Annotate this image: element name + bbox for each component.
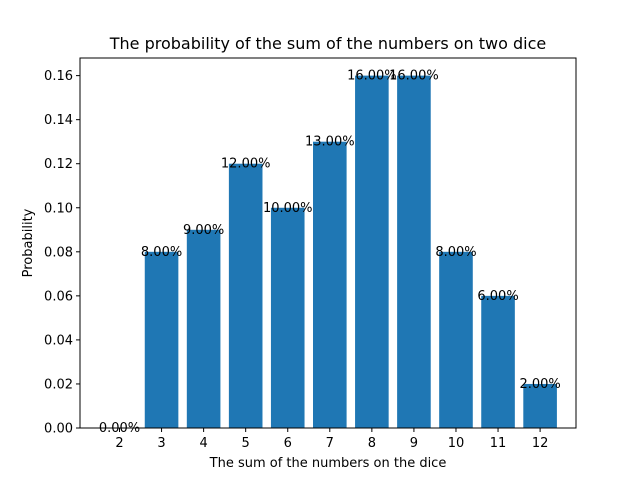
bar-4 [186,229,221,428]
bars-group [144,75,557,429]
x-tick-label: 11 [490,436,507,451]
data-label-4: 9.00% [183,223,224,238]
x-tick-label: 10 [448,436,465,451]
axes-frame [79,57,577,429]
x-axis-ticks: 2 3 4 5 6 7 8 9 10 11 12 [115,428,548,451]
x-tick-label: 7 [326,436,334,451]
data-labels-group: 0.00%8.00%9.00%12.00%10.00%13.00%16.00%1… [99,69,561,436]
y-tick-label: 0.14 [44,113,73,128]
data-label-8: 16.00% [347,69,397,84]
data-label-5: 12.00% [221,157,271,172]
y-tick-label: 0.16 [44,69,73,84]
bar-7 [313,141,347,428]
y-tick-label: 0.10 [44,201,73,216]
y-tick-label: 0.02 [44,377,73,392]
x-tick-label: 2 [115,436,123,451]
y-tick-label: 0.04 [44,333,73,348]
bar-10 [439,251,473,428]
x-tick-label: 8 [368,436,376,451]
y-tick-label: 0.00 [44,422,73,437]
bar-5 [228,163,263,428]
data-label-9: 16.00% [389,69,439,84]
y-tick-label: 0.06 [44,289,73,304]
chart-title: The probability of the sum of the number… [109,34,547,53]
x-tick-label: 9 [410,436,418,451]
x-tick-label: 5 [242,436,250,451]
bar-9 [397,75,431,429]
x-axis-label: The sum of the numbers on the dice [209,456,447,471]
y-axis-ticks: 0.00 0.02 0.04 0.06 0.08 0.10 0.12 0.14 0.16 [44,69,80,437]
x-tick-label: 6 [284,436,292,451]
data-label-6: 10.00% [263,201,313,216]
x-tick-label: 3 [157,436,165,451]
bar-6 [270,207,305,428]
data-label-12: 2.00% [519,377,560,392]
bar-11 [481,295,515,428]
bar-3 [144,251,179,428]
bar-8 [355,75,389,429]
data-label-11: 6.00% [477,289,518,304]
x-tick-label: 12 [532,436,549,451]
y-axis-label: Probability [21,208,36,277]
data-label-3: 8.00% [141,245,182,260]
data-label-7: 13.00% [305,135,355,150]
bar-12 [523,383,557,428]
y-tick-label: 0.08 [44,245,73,260]
data-label-10: 8.00% [435,245,476,260]
x-tick-label: 4 [199,436,207,451]
y-tick-label: 0.12 [44,157,73,172]
